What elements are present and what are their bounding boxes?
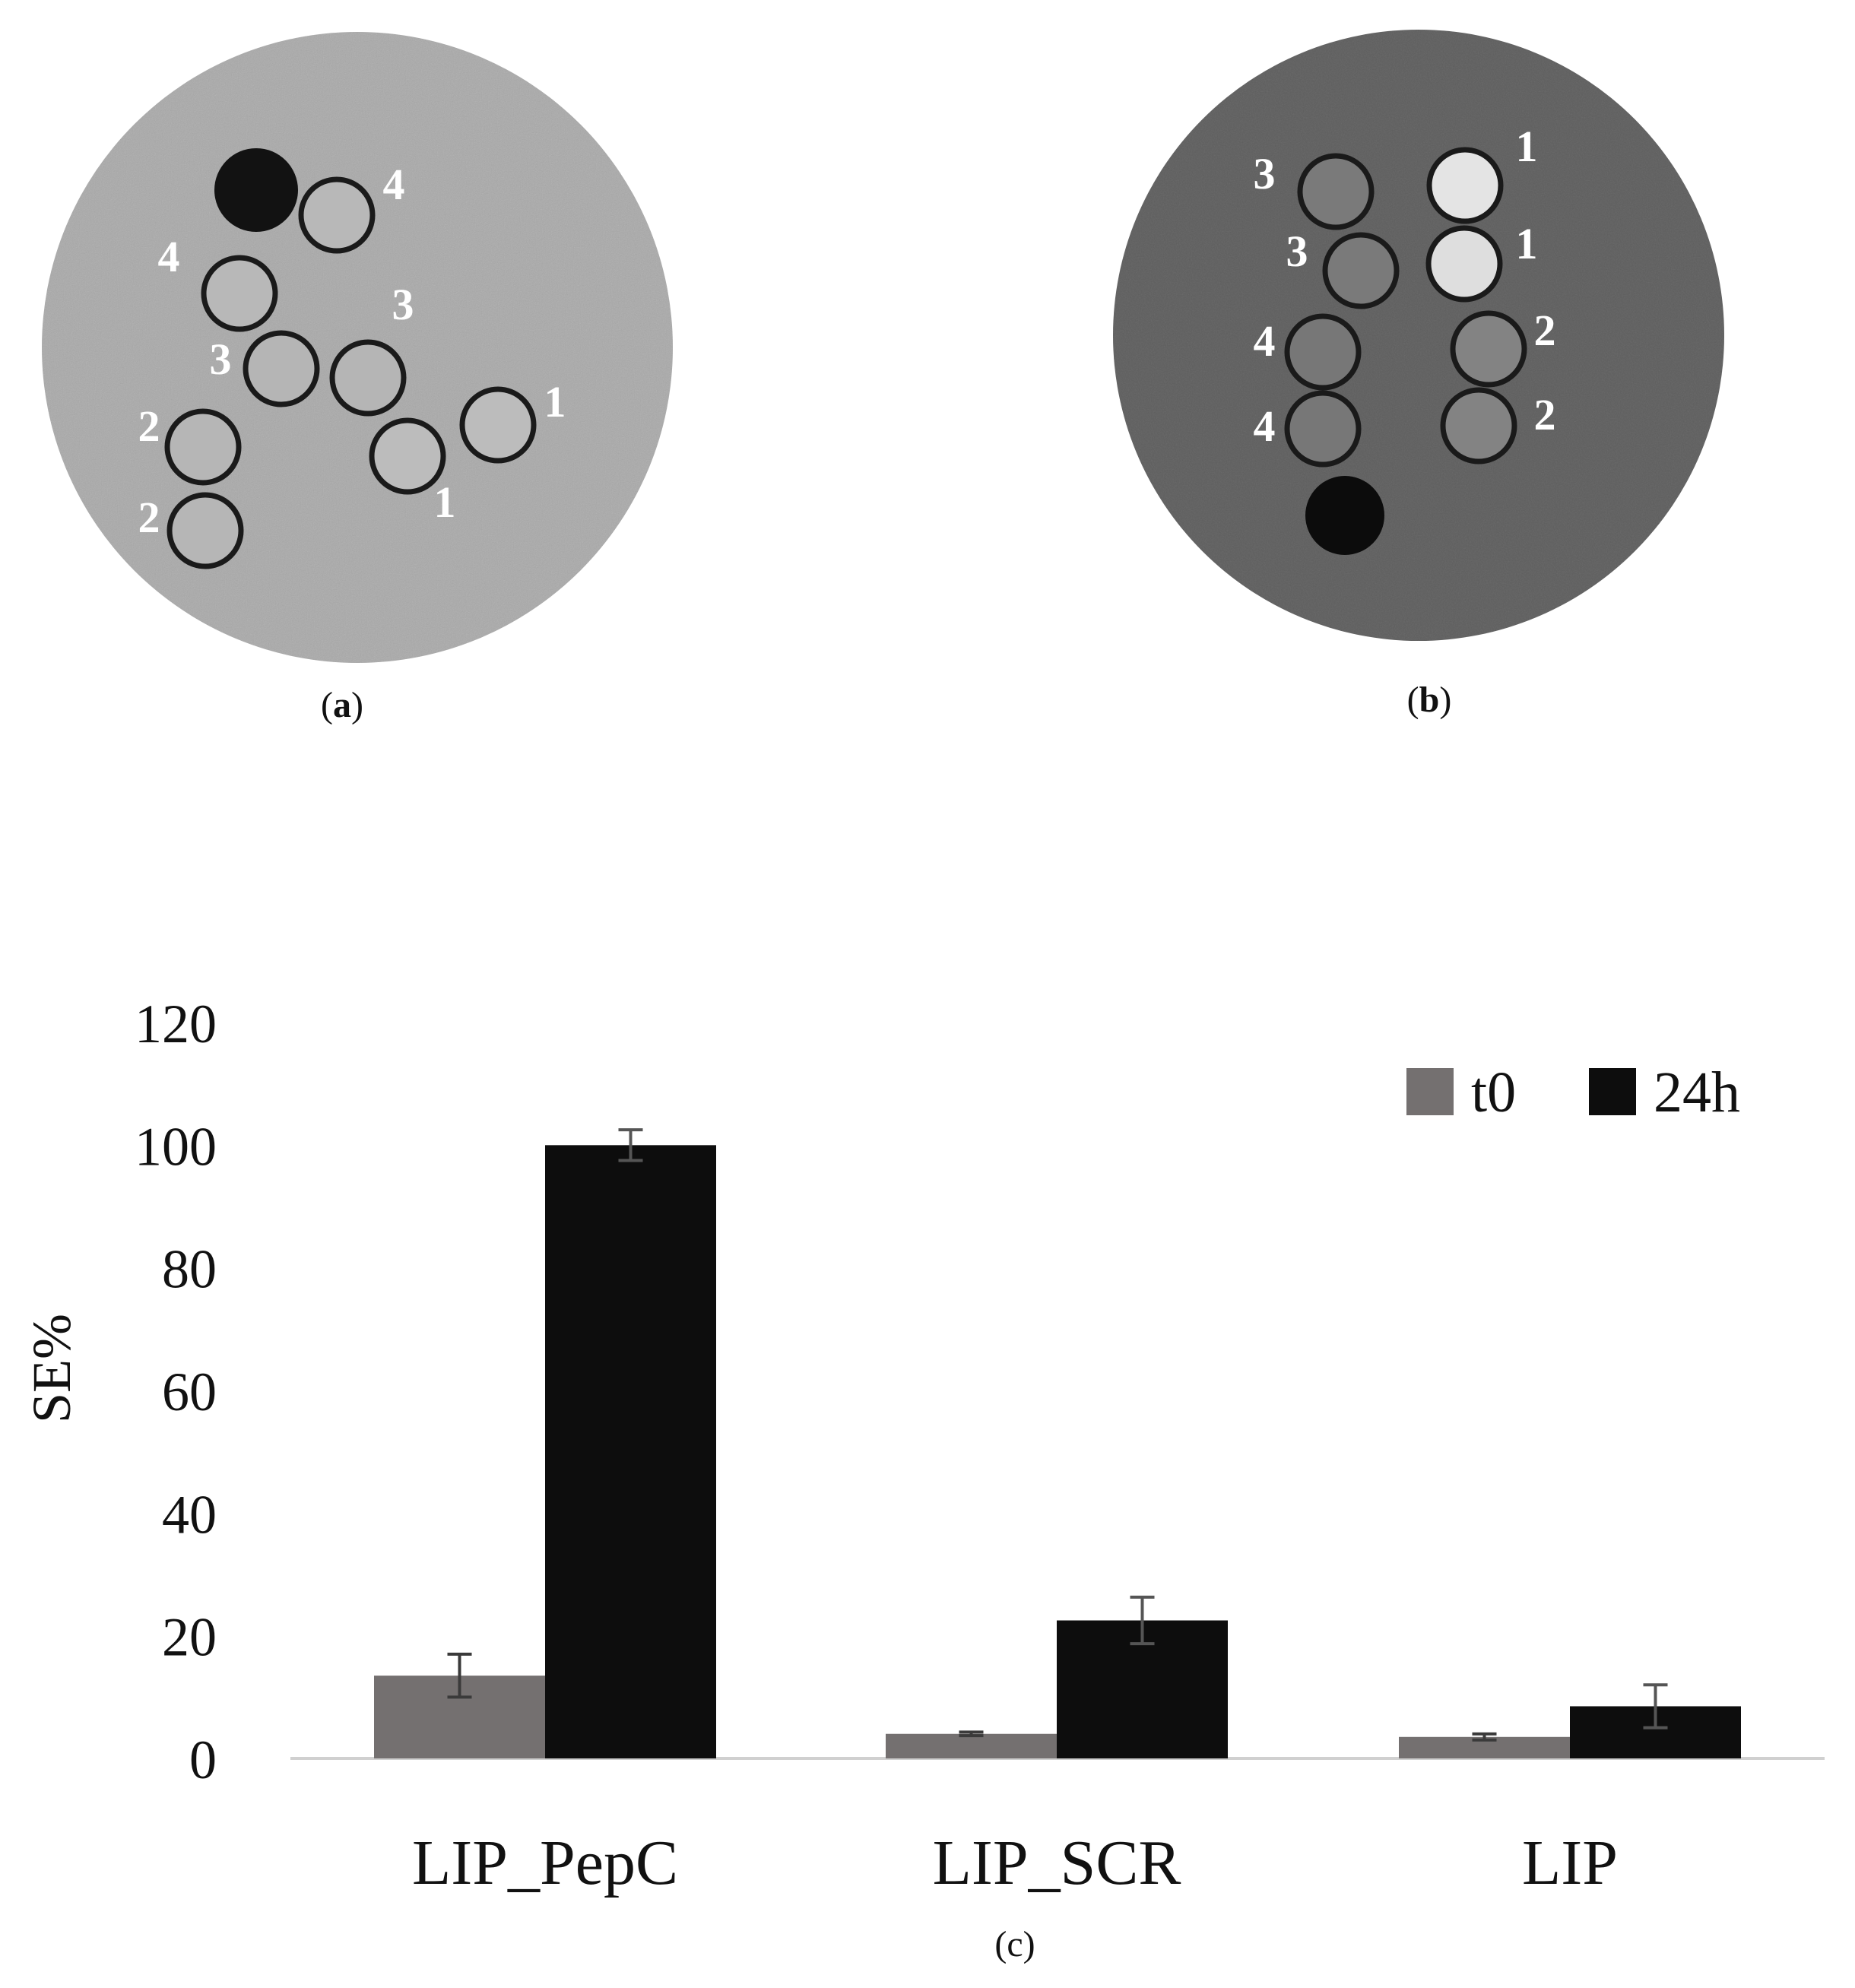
well-label-a: 3	[210, 335, 232, 384]
reference-marker-b	[1305, 476, 1384, 555]
legend-item-t0: t0	[1406, 1061, 1516, 1124]
well-b	[1322, 232, 1400, 309]
error-bar-24h	[1643, 1683, 1668, 1730]
well-a	[164, 408, 242, 486]
error-bar-t0	[1472, 1732, 1497, 1742]
legend-label: 24h	[1654, 1061, 1740, 1124]
well-label-a: 1	[434, 477, 456, 527]
well-label-b: 4	[1254, 316, 1276, 366]
well-label-a: 3	[392, 280, 414, 329]
well-label-b: 3	[1254, 149, 1276, 198]
well-label-b: 4	[1254, 401, 1276, 451]
bars	[374, 1145, 1741, 1758]
well-label-b: 2	[1534, 390, 1556, 439]
bar-t0	[886, 1733, 1057, 1758]
well-label-b: 1	[1516, 219, 1538, 268]
x-tick-label: LIP_SCR	[933, 1828, 1181, 1898]
well-label-b: 2	[1534, 306, 1556, 355]
well-label-a: 4	[383, 160, 405, 209]
well-b	[1297, 153, 1375, 230]
caption-a-letter: a	[333, 685, 351, 725]
error-bar-24h	[1130, 1595, 1155, 1646]
y-tick-label: 100	[135, 1116, 217, 1177]
caption-a: (a)	[321, 685, 363, 725]
caption-c-letter: c	[1007, 1924, 1023, 1964]
panel-b: 3 1 3 1 4 2 4 2	[1113, 30, 1724, 641]
well-a	[329, 339, 407, 417]
y-tick-label: 60	[162, 1362, 217, 1422]
well-b	[1284, 313, 1362, 391]
x-tick-labels: LIP_PepC LIP_SCR LIP	[412, 1828, 1618, 1898]
well-a	[166, 492, 244, 569]
caption-b-letter: b	[1419, 680, 1440, 720]
y-axis-label: SE%	[21, 1314, 82, 1423]
y-tick-label: 80	[162, 1239, 217, 1300]
legend-swatch	[1589, 1068, 1636, 1115]
panel-a: 4 4 3 3 1 1 2 2	[42, 32, 673, 663]
caption-b: (b)	[1406, 680, 1452, 720]
well-label-a: 1	[544, 377, 566, 426]
well-label-a: 2	[138, 493, 160, 542]
legend: t0 24h	[1406, 1061, 1740, 1124]
well-b	[1284, 390, 1362, 468]
reference-marker-a	[214, 148, 298, 232]
caption-c: (c)	[994, 1924, 1035, 1964]
well-b	[1426, 147, 1504, 224]
legend-item-24h: 24h	[1589, 1061, 1740, 1124]
well-label-a: 2	[138, 401, 160, 451]
y-tick-labels: 0 20 40 60 80 100 120	[135, 994, 217, 1790]
legend-swatch	[1406, 1068, 1454, 1115]
well-a	[298, 176, 376, 254]
error-bar-t0	[447, 1652, 472, 1699]
error-bars	[447, 1128, 1668, 1742]
well-a	[201, 255, 278, 332]
well-b	[1440, 387, 1517, 465]
wells-a: 4 4 3 3 1 1 2 2	[138, 160, 566, 569]
well-label-b: 1	[1516, 122, 1538, 171]
well-label-a: 4	[158, 232, 180, 281]
x-tick-label: LIP_PepC	[412, 1828, 678, 1898]
y-tick-label: 0	[189, 1730, 217, 1790]
well-a	[243, 330, 320, 407]
y-tick-label: 40	[162, 1484, 217, 1545]
legend-label: t0	[1471, 1061, 1516, 1124]
well-label-b: 3	[1286, 227, 1308, 276]
well-a	[459, 386, 537, 464]
wells-b: 3 1 3 1 4 2 4 2	[1254, 122, 1556, 468]
x-tick-label: LIP	[1522, 1828, 1618, 1898]
error-bar-24h	[618, 1128, 643, 1162]
y-tick-label: 20	[162, 1607, 217, 1668]
phantom-grain-b	[1113, 30, 1724, 641]
well-b	[1450, 310, 1527, 388]
well-a	[369, 417, 446, 495]
bar-24h	[545, 1145, 716, 1758]
well-b	[1425, 225, 1503, 303]
y-tick-label: 120	[135, 994, 217, 1054]
error-bar-t0	[959, 1730, 984, 1738]
